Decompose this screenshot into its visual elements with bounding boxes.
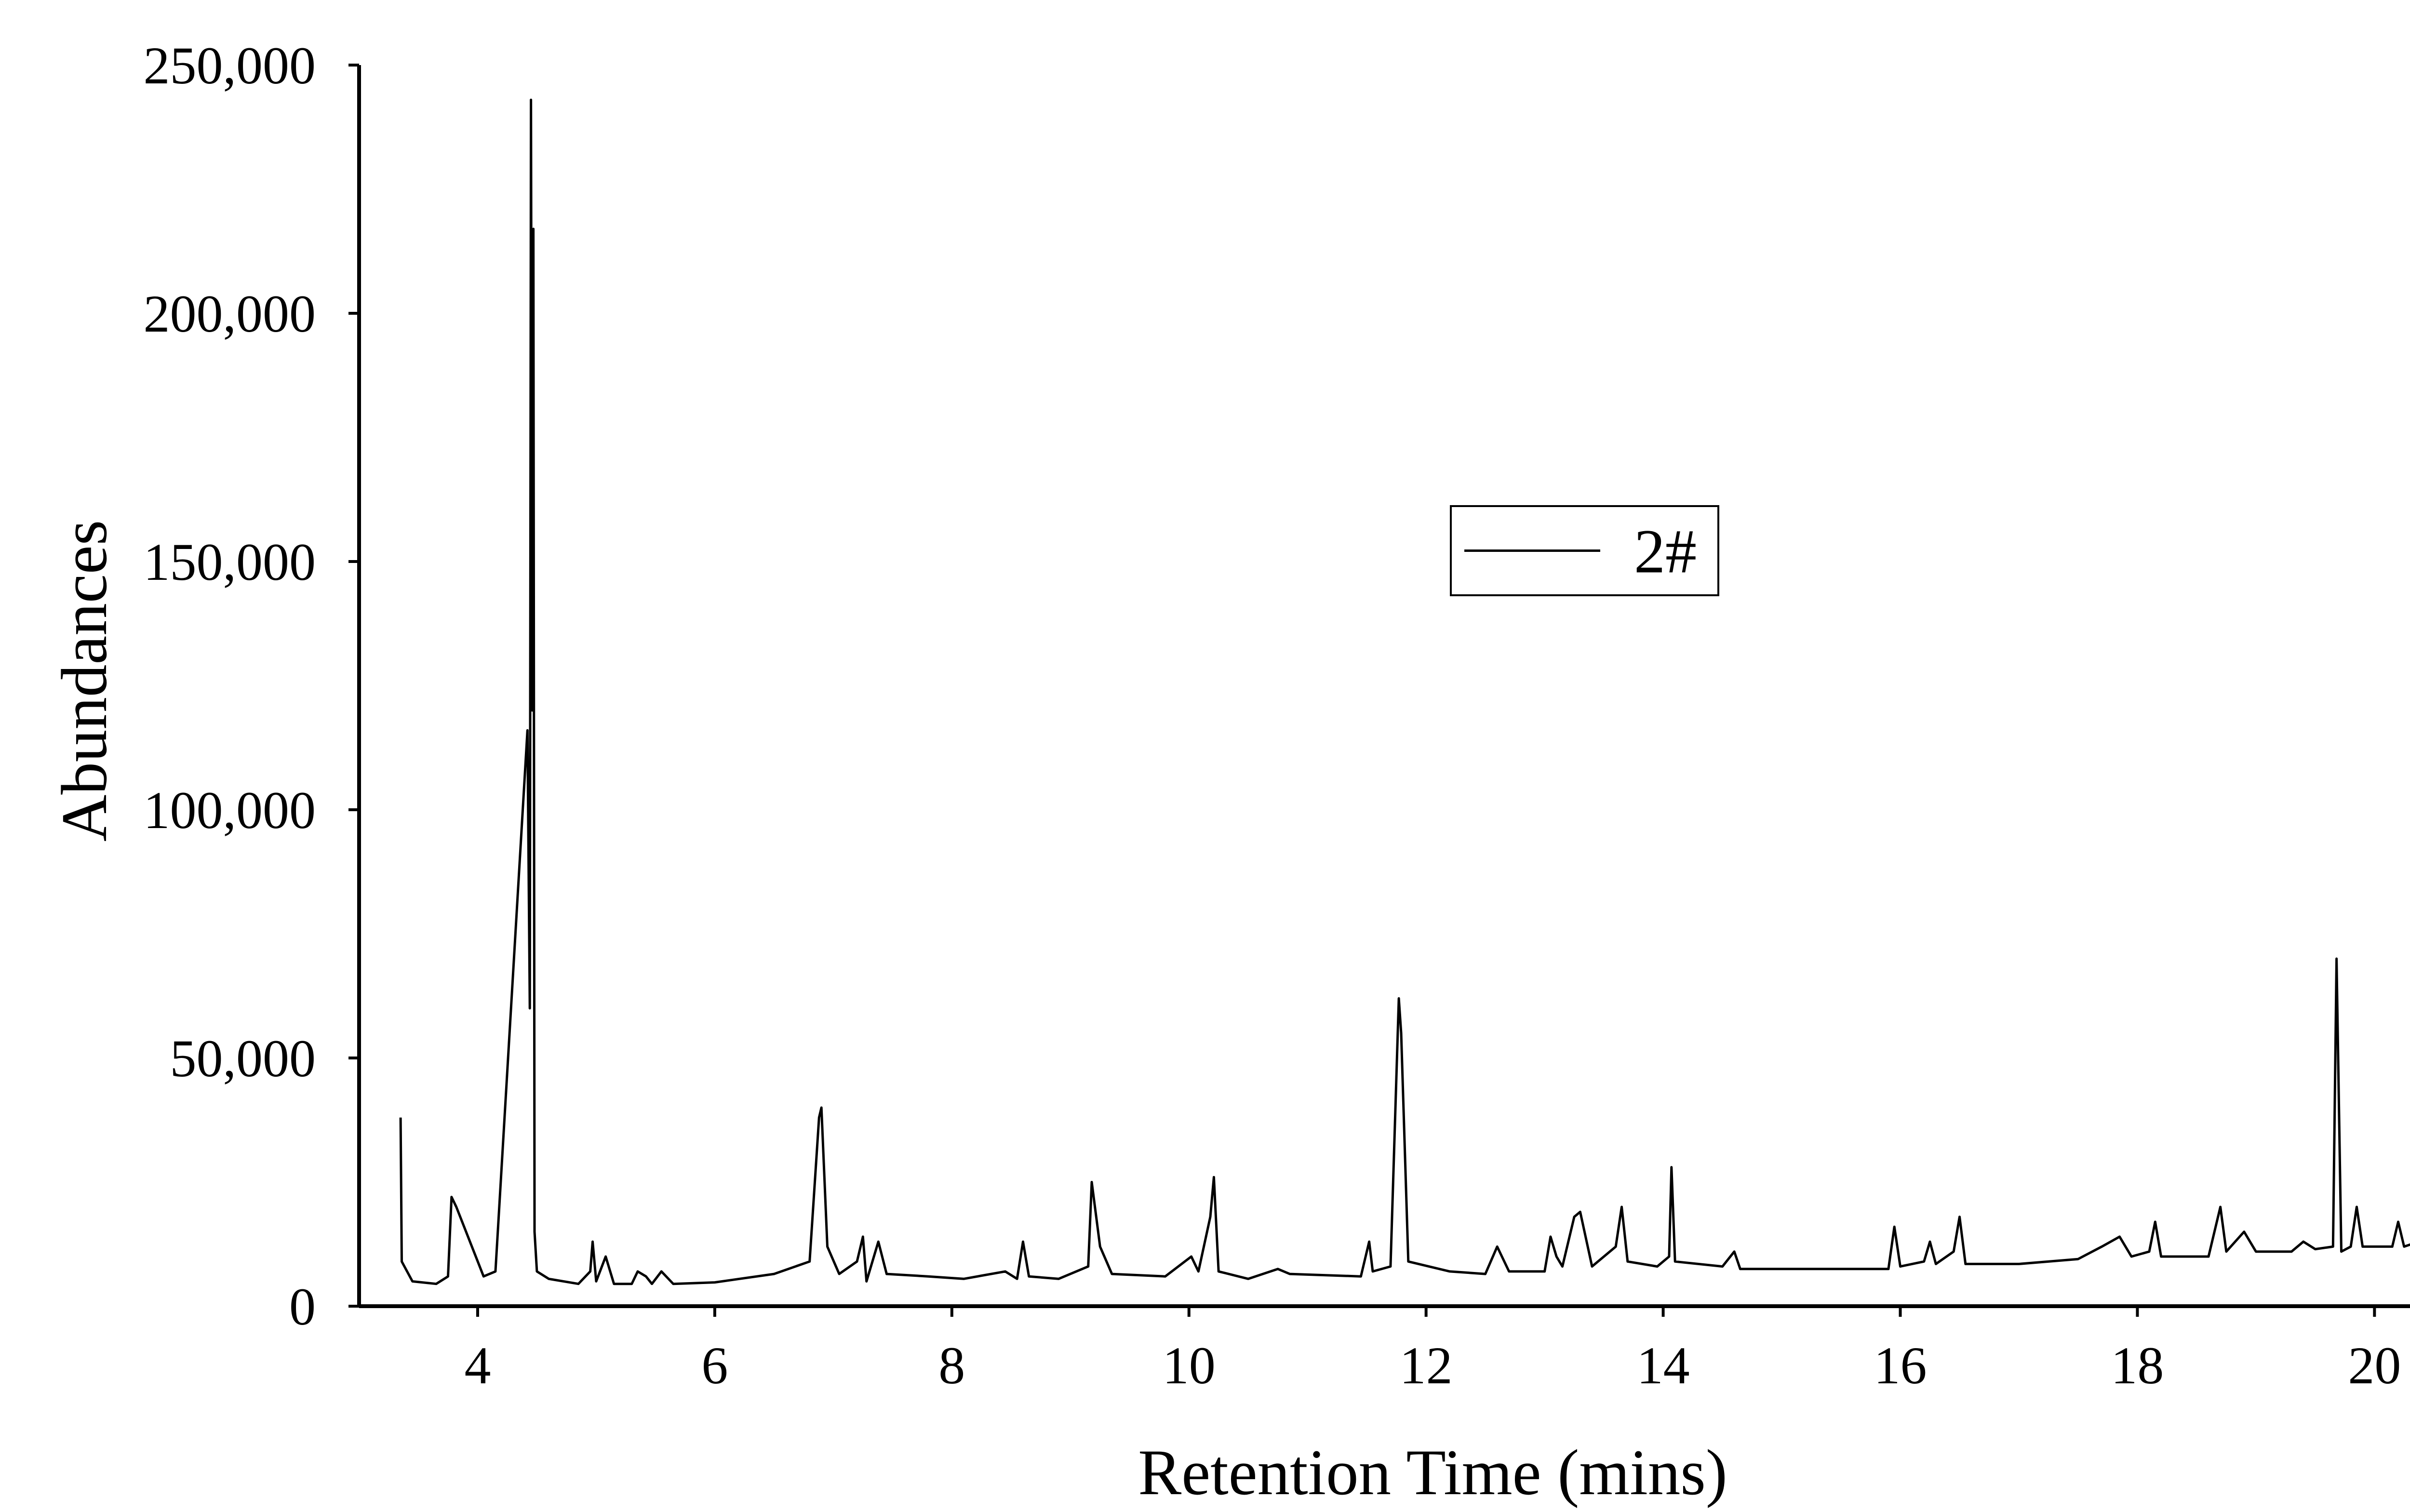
x-tick-label: 14 xyxy=(1637,1336,1690,1395)
x-tick-label: 12 xyxy=(1400,1336,1453,1395)
legend-label: 2# xyxy=(1634,517,1697,587)
y-tick-label: 100,000 xyxy=(144,781,316,840)
x-tick-label: 18 xyxy=(2111,1336,2164,1395)
x-tick-label: 8 xyxy=(938,1336,965,1395)
series-line-0 xyxy=(399,98,2410,1285)
y-tick-label: 0 xyxy=(289,1277,316,1336)
x-axis-label: Retention Time (mins) xyxy=(1138,1437,1727,1509)
legend: 2# xyxy=(1450,505,1719,596)
x-tick-label: 20 xyxy=(2348,1336,2401,1395)
y-tick-label: 200,000 xyxy=(144,284,316,343)
x-tick-label: 4 xyxy=(464,1336,491,1395)
x-tick-label: 6 xyxy=(701,1336,728,1395)
x-tick-label: 16 xyxy=(1874,1336,1927,1395)
y-tick-label: 50,000 xyxy=(170,1029,316,1088)
x-tick-label: 10 xyxy=(1163,1336,1216,1395)
axes xyxy=(348,64,2410,1317)
tick-labels: 4 6 8 10 12 14 16 18 20 0 50,000 100,000 150,000 200,… xyxy=(144,36,2401,1395)
y-axis-label: Abundances xyxy=(49,520,120,842)
plot-area xyxy=(399,98,2410,1285)
y-tick-label: 250,000 xyxy=(144,36,316,95)
y-tick-label: 150,000 xyxy=(144,533,316,591)
